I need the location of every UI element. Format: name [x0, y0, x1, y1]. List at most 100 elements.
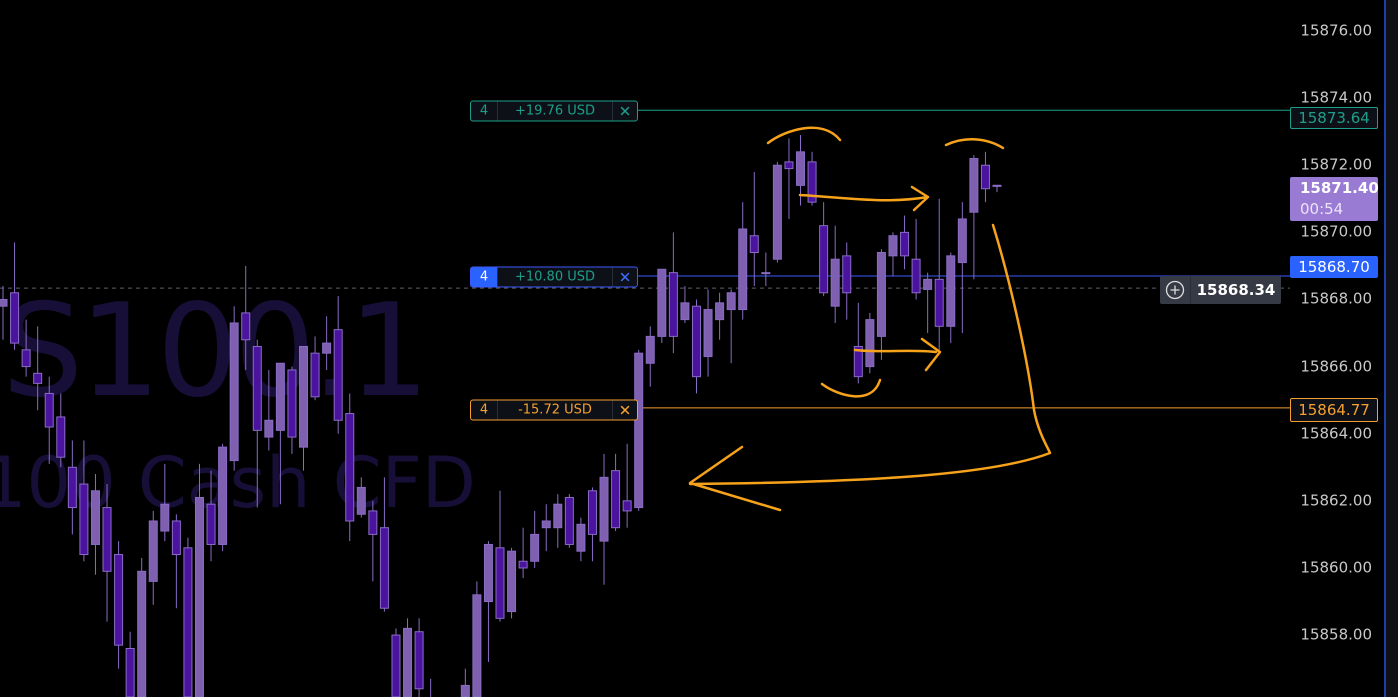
candle-body [749, 235, 759, 253]
candle [738, 202, 748, 320]
candle-body [322, 342, 332, 354]
entry-position[interactable]: 4 +10.80 USD ✕ [470, 266, 638, 288]
candle-body [33, 372, 43, 384]
candle-body [576, 523, 586, 552]
entry-price-tag[interactable]: 15868.70 [1290, 256, 1378, 278]
candle [599, 453, 609, 585]
candle-body [807, 161, 817, 203]
close-icon[interactable]: ✕ [618, 401, 632, 419]
annotation-bottom-arc [820, 378, 882, 398]
annotation-top-arc-2 [944, 138, 1005, 150]
candle-body [946, 255, 956, 327]
candle-body [796, 151, 806, 186]
candle [322, 316, 332, 370]
candle-body [148, 520, 158, 582]
candle-body [599, 476, 609, 542]
candle [634, 349, 644, 511]
candle-body [876, 251, 886, 337]
candle-body [715, 302, 725, 321]
current-price: 15871.40 [1300, 179, 1379, 197]
candle-body [564, 496, 574, 545]
candle-body [668, 272, 678, 337]
candle [645, 326, 655, 387]
candle-body [21, 349, 31, 368]
candle-body [229, 322, 239, 462]
candle [264, 369, 274, 451]
candle-body [911, 258, 921, 294]
candle [299, 345, 309, 471]
candle-body [414, 631, 424, 690]
candle-body [194, 496, 204, 697]
candle [10, 242, 20, 350]
candle [33, 326, 43, 411]
candle-body [507, 550, 517, 613]
candle [657, 268, 667, 344]
candle [287, 366, 297, 454]
candle-body [0, 298, 8, 307]
stop-loss-price-tag[interactable]: 15864.77 [1290, 398, 1378, 422]
candle-body [125, 648, 135, 697]
candle [125, 631, 135, 697]
candle [472, 581, 482, 697]
candle-body [67, 466, 77, 509]
candle [784, 138, 794, 219]
candle [379, 477, 389, 612]
take-profit-position[interactable]: 4 +19.76 USD ✕ [470, 100, 638, 122]
position-qty: 4 [471, 267, 498, 287]
take-profit-price-tag[interactable]: 15873.64 [1290, 107, 1378, 129]
crosshair-price: 15868.34 [1196, 281, 1276, 299]
price-tick: 15858.00 [1300, 625, 1372, 644]
candle-body [865, 319, 875, 368]
candle [368, 500, 378, 582]
candle [518, 527, 528, 579]
candle-body [518, 560, 528, 569]
plus-circle-icon[interactable] [1160, 276, 1191, 304]
candle [241, 265, 251, 370]
candle-body [183, 547, 193, 697]
stop-loss-position[interactable]: 4 -15.72 USD ✕ [470, 399, 638, 421]
candle-body [761, 272, 771, 275]
candle [611, 453, 621, 532]
candle [842, 242, 852, 320]
right-panel-edge [1384, 0, 1398, 697]
close-icon[interactable]: ✕ [618, 268, 632, 286]
candle [923, 272, 933, 334]
annotation-arrow-upper [798, 185, 930, 212]
candle [622, 443, 632, 528]
candle [900, 215, 910, 270]
candle [576, 517, 586, 562]
candle-body [853, 345, 863, 378]
candle [356, 477, 366, 518]
candle [252, 339, 262, 508]
close-icon[interactable]: ✕ [618, 102, 632, 120]
current-price-tag: 15871.40 00:54 [1290, 177, 1379, 221]
price-tick: 15876.00 [1300, 21, 1372, 40]
candle [391, 628, 401, 697]
candle-body [587, 490, 597, 535]
candle-body [264, 419, 274, 438]
symbol-watermark: S100.1 [2, 277, 430, 426]
candle-body [726, 292, 736, 311]
candle-body [252, 345, 262, 431]
candle [206, 470, 216, 562]
candle-body [495, 547, 505, 619]
candle [587, 487, 597, 562]
candle [888, 232, 898, 276]
candle [946, 252, 956, 344]
candle [980, 151, 990, 203]
candle [772, 161, 782, 263]
candle-body [622, 500, 632, 512]
candle-body [137, 570, 147, 697]
candle [530, 510, 540, 568]
candle [333, 296, 343, 434]
candle-body [784, 161, 794, 170]
candle-body [472, 594, 482, 697]
candle-body [114, 554, 124, 646]
candle-body [79, 483, 89, 556]
candle [218, 443, 228, 552]
candle [761, 252, 771, 287]
candle [853, 302, 863, 384]
candle [495, 490, 505, 622]
candle [796, 135, 806, 206]
